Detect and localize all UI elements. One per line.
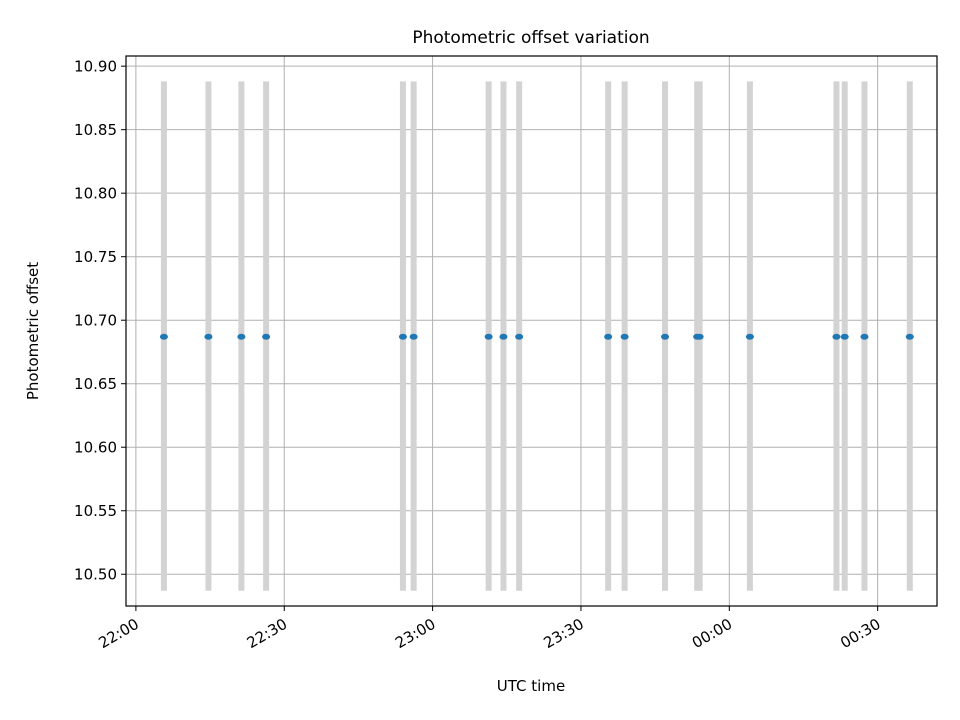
y-tick-label: 10.60 (74, 439, 117, 457)
data-point (398, 333, 407, 340)
y-tick-label: 10.70 (74, 312, 117, 330)
y-tick-label: 10.50 (74, 566, 117, 584)
data-point (745, 333, 754, 340)
y-tick-label: 10.65 (74, 375, 117, 393)
data-point (860, 333, 869, 340)
data-point (262, 333, 271, 340)
data-point (832, 333, 841, 340)
y-tick-label: 10.90 (74, 58, 117, 76)
y-tick-label: 10.80 (74, 185, 117, 203)
y-axis-label: Photometric offset (24, 262, 42, 400)
grid (126, 56, 937, 606)
data-point (905, 333, 914, 340)
plot-frame (125, 55, 938, 607)
y-tick-label: 10.55 (74, 502, 117, 520)
data-point (840, 333, 849, 340)
data-point (499, 333, 508, 340)
y-tick-label: 10.85 (74, 121, 117, 139)
data-point (159, 333, 168, 340)
x-axis-label: UTC time (497, 677, 565, 695)
data-point (661, 333, 670, 340)
data-point (237, 333, 246, 340)
data-point (695, 333, 704, 340)
data-point (604, 333, 613, 340)
chart-title: Photometric offset variation (412, 28, 649, 48)
data-point (515, 333, 524, 340)
data-point (204, 333, 213, 340)
data-points (159, 333, 914, 340)
data-point (484, 333, 493, 340)
y-axis-ticks: 10.50 10.55 10.60 10.65 10.70 10.75 10.80 10.85… (74, 58, 126, 584)
data-point (409, 333, 418, 340)
y-tick-label: 10.75 (74, 248, 117, 266)
data-point (620, 333, 629, 340)
